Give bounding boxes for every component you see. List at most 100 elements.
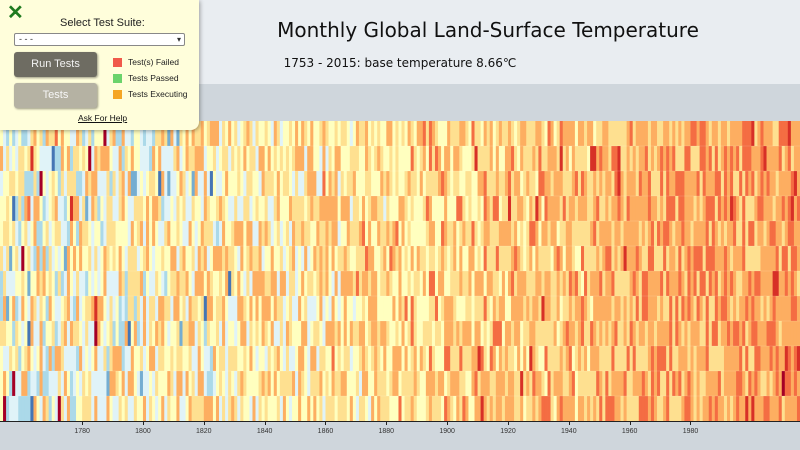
tests-button[interactable]: Tests bbox=[14, 83, 97, 108]
heatmap-cell bbox=[544, 321, 548, 346]
heatmap-cell bbox=[468, 396, 472, 421]
heatmap-cell bbox=[526, 121, 530, 146]
heatmap-cell bbox=[340, 371, 345, 396]
heatmap-cell bbox=[635, 146, 640, 171]
heatmap-cell bbox=[121, 321, 126, 346]
heatmap-cell bbox=[708, 221, 713, 246]
heatmap-cell bbox=[468, 246, 472, 271]
heatmap-cell bbox=[730, 146, 734, 171]
heatmap-cell bbox=[474, 271, 478, 296]
heatmap-cell bbox=[438, 246, 442, 271]
heatmap-cell bbox=[559, 296, 564, 321]
heatmap-cell bbox=[45, 171, 50, 196]
heatmap-cell bbox=[428, 121, 433, 146]
heatmap-cell bbox=[121, 121, 126, 146]
heatmap-cell bbox=[456, 396, 460, 421]
heatmap-cell bbox=[380, 396, 384, 421]
heatmap-cell bbox=[517, 271, 521, 296]
heatmap-cell bbox=[498, 221, 503, 246]
heatmap-cell bbox=[292, 296, 296, 321]
heatmap-cell bbox=[550, 146, 555, 171]
heatmap-cell bbox=[687, 346, 691, 371]
ask-for-help-link[interactable]: Ask For Help bbox=[78, 113, 128, 123]
heatmap-cell bbox=[231, 246, 235, 271]
heatmap-cell bbox=[76, 396, 80, 421]
heatmap-cell bbox=[215, 396, 220, 421]
run-tests-button[interactable]: Run Tests bbox=[14, 52, 97, 77]
heatmap-cell bbox=[355, 321, 360, 346]
heatmap-cell bbox=[723, 346, 728, 371]
heatmap-cell bbox=[85, 296, 89, 321]
heatmap-cell bbox=[462, 396, 466, 421]
heatmap-cell bbox=[410, 321, 415, 346]
heatmap-cell bbox=[188, 221, 193, 246]
heatmap-cell bbox=[337, 121, 342, 146]
heatmap-cell bbox=[666, 296, 670, 321]
heatmap-cell bbox=[605, 221, 609, 246]
heatmap-cell bbox=[736, 321, 740, 346]
heatmap-cell bbox=[76, 171, 80, 196]
heatmap-cell bbox=[462, 321, 466, 346]
heatmap-cell bbox=[401, 371, 405, 396]
heatmap-cell bbox=[82, 171, 86, 196]
heatmap-cell bbox=[377, 221, 381, 246]
heatmap-cell bbox=[349, 346, 354, 371]
heatmap-cell bbox=[635, 196, 640, 221]
heatmap-cell bbox=[164, 396, 168, 421]
heatmap-cell bbox=[118, 121, 123, 146]
heatmap-cell bbox=[422, 321, 427, 346]
close-x-icon[interactable]: ✕ bbox=[7, 2, 24, 24]
test-suite-select[interactable]: - - - ▾ bbox=[14, 33, 185, 46]
heatmap-cell bbox=[307, 396, 311, 421]
heatmap-cell bbox=[696, 146, 701, 171]
heatmap-cell bbox=[666, 221, 670, 246]
heatmap-cell bbox=[635, 271, 640, 296]
heatmap-cell bbox=[611, 121, 615, 146]
heatmap-cell bbox=[736, 396, 740, 421]
heatmap-cell bbox=[711, 121, 716, 146]
heatmap-cell bbox=[407, 296, 412, 321]
heatmap-cell bbox=[63, 271, 68, 296]
heatmap-cell bbox=[760, 371, 764, 396]
heatmap-cell bbox=[605, 196, 609, 221]
heatmap-cell bbox=[136, 121, 141, 146]
heatmap-cell bbox=[222, 371, 226, 396]
heatmap-cell bbox=[617, 321, 621, 346]
heatmap-cell bbox=[225, 171, 229, 196]
heatmap-cell bbox=[690, 321, 694, 346]
heatmap-cell bbox=[675, 396, 679, 421]
heatmap-cell bbox=[103, 396, 107, 421]
heatmap-cell bbox=[149, 396, 153, 421]
heatmap-cell bbox=[766, 346, 770, 371]
heatmap-cell bbox=[3, 371, 7, 396]
heatmap-cell bbox=[173, 246, 177, 271]
heatmap-cell bbox=[219, 296, 223, 321]
heatmap-cell bbox=[428, 246, 433, 271]
heatmap-cell bbox=[699, 346, 704, 371]
heatmap-cell bbox=[623, 221, 628, 246]
heatmap-cell bbox=[182, 246, 186, 271]
heatmap-cell bbox=[358, 296, 363, 321]
heatmap-cell bbox=[790, 171, 795, 196]
heatmap-cell bbox=[234, 146, 238, 171]
heatmap-cell bbox=[407, 246, 412, 271]
heatmap-cell bbox=[392, 121, 396, 146]
heatmap-cell bbox=[568, 321, 573, 346]
heatmap-cell bbox=[693, 171, 697, 196]
heatmap-cell bbox=[69, 196, 74, 221]
heatmap-cell bbox=[766, 146, 770, 171]
heatmap-cell bbox=[462, 246, 466, 271]
heatmap-cell bbox=[0, 346, 4, 371]
heatmap-cell bbox=[733, 246, 737, 271]
heatmap-cell bbox=[614, 371, 618, 396]
heatmap-cell bbox=[185, 196, 189, 221]
heatmap-cell bbox=[678, 196, 682, 221]
heatmap-cell bbox=[471, 221, 475, 246]
heatmap-cell bbox=[340, 121, 345, 146]
heatmap-cell bbox=[723, 246, 728, 271]
heatmap-cell bbox=[708, 196, 713, 221]
heatmap-cell bbox=[203, 371, 208, 396]
heatmap-cell bbox=[121, 146, 126, 171]
heatmap-cell bbox=[325, 321, 329, 346]
x-tick-mark bbox=[203, 421, 205, 425]
